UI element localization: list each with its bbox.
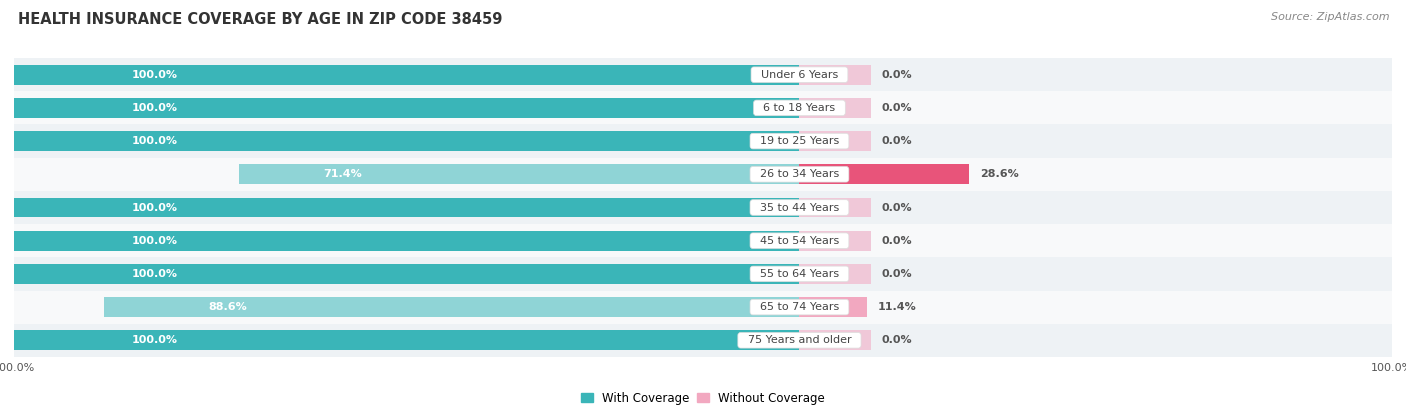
Bar	[14, 224, 1392, 257]
Bar	[14, 257, 1392, 290]
Text: 100.0%: 100.0%	[132, 335, 179, 345]
Bar	[14, 330, 800, 350]
Text: 28.6%: 28.6%	[980, 169, 1019, 179]
Text: 65 to 74 Years: 65 to 74 Years	[752, 302, 846, 312]
Bar	[800, 131, 870, 151]
Text: 11.4%: 11.4%	[877, 302, 917, 312]
Bar	[14, 124, 1392, 158]
Text: 100.0%: 100.0%	[132, 103, 179, 113]
Bar	[14, 231, 800, 251]
Text: 75 Years and older: 75 Years and older	[741, 335, 858, 345]
Bar	[14, 98, 800, 118]
Text: 0.0%: 0.0%	[882, 70, 912, 80]
Text: 26 to 34 Years: 26 to 34 Years	[752, 169, 846, 179]
Text: 71.4%: 71.4%	[323, 169, 361, 179]
Bar	[14, 191, 1392, 224]
Text: 100.0%: 100.0%	[132, 70, 179, 80]
Bar	[800, 264, 870, 284]
Text: Under 6 Years: Under 6 Years	[754, 70, 845, 80]
Bar	[14, 91, 1392, 124]
Bar	[14, 324, 1392, 357]
Bar	[14, 290, 1392, 324]
Bar	[800, 164, 969, 184]
Bar	[14, 65, 800, 85]
Text: 0.0%: 0.0%	[882, 236, 912, 246]
Text: 19 to 25 Years: 19 to 25 Years	[752, 136, 846, 146]
Text: 88.6%: 88.6%	[208, 302, 246, 312]
Text: 6 to 18 Years: 6 to 18 Years	[756, 103, 842, 113]
Text: Source: ZipAtlas.com: Source: ZipAtlas.com	[1271, 12, 1389, 22]
Bar	[800, 231, 870, 251]
Bar	[14, 131, 800, 151]
Bar	[800, 297, 868, 317]
Legend: With Coverage, Without Coverage: With Coverage, Without Coverage	[576, 387, 830, 410]
Bar	[800, 98, 870, 118]
Bar	[104, 297, 800, 317]
Text: 100.0%: 100.0%	[1371, 363, 1406, 373]
Text: 100.0%: 100.0%	[0, 363, 35, 373]
Text: 100.0%: 100.0%	[132, 203, 179, 212]
Text: 0.0%: 0.0%	[882, 269, 912, 279]
Bar	[14, 198, 800, 217]
Text: 100.0%: 100.0%	[132, 269, 179, 279]
Bar	[800, 65, 870, 85]
Bar	[14, 58, 1392, 91]
Bar	[800, 198, 870, 217]
Text: 45 to 54 Years: 45 to 54 Years	[752, 236, 846, 246]
Text: 0.0%: 0.0%	[882, 203, 912, 212]
Text: 0.0%: 0.0%	[882, 136, 912, 146]
Text: 0.0%: 0.0%	[882, 335, 912, 345]
Bar	[800, 330, 870, 350]
Text: 0.0%: 0.0%	[882, 103, 912, 113]
Bar	[239, 164, 800, 184]
Text: 100.0%: 100.0%	[132, 236, 179, 246]
Text: 100.0%: 100.0%	[132, 136, 179, 146]
Text: HEALTH INSURANCE COVERAGE BY AGE IN ZIP CODE 38459: HEALTH INSURANCE COVERAGE BY AGE IN ZIP …	[18, 12, 503, 27]
Text: 55 to 64 Years: 55 to 64 Years	[752, 269, 846, 279]
Bar	[14, 264, 800, 284]
Text: 35 to 44 Years: 35 to 44 Years	[752, 203, 846, 212]
Bar	[14, 158, 1392, 191]
